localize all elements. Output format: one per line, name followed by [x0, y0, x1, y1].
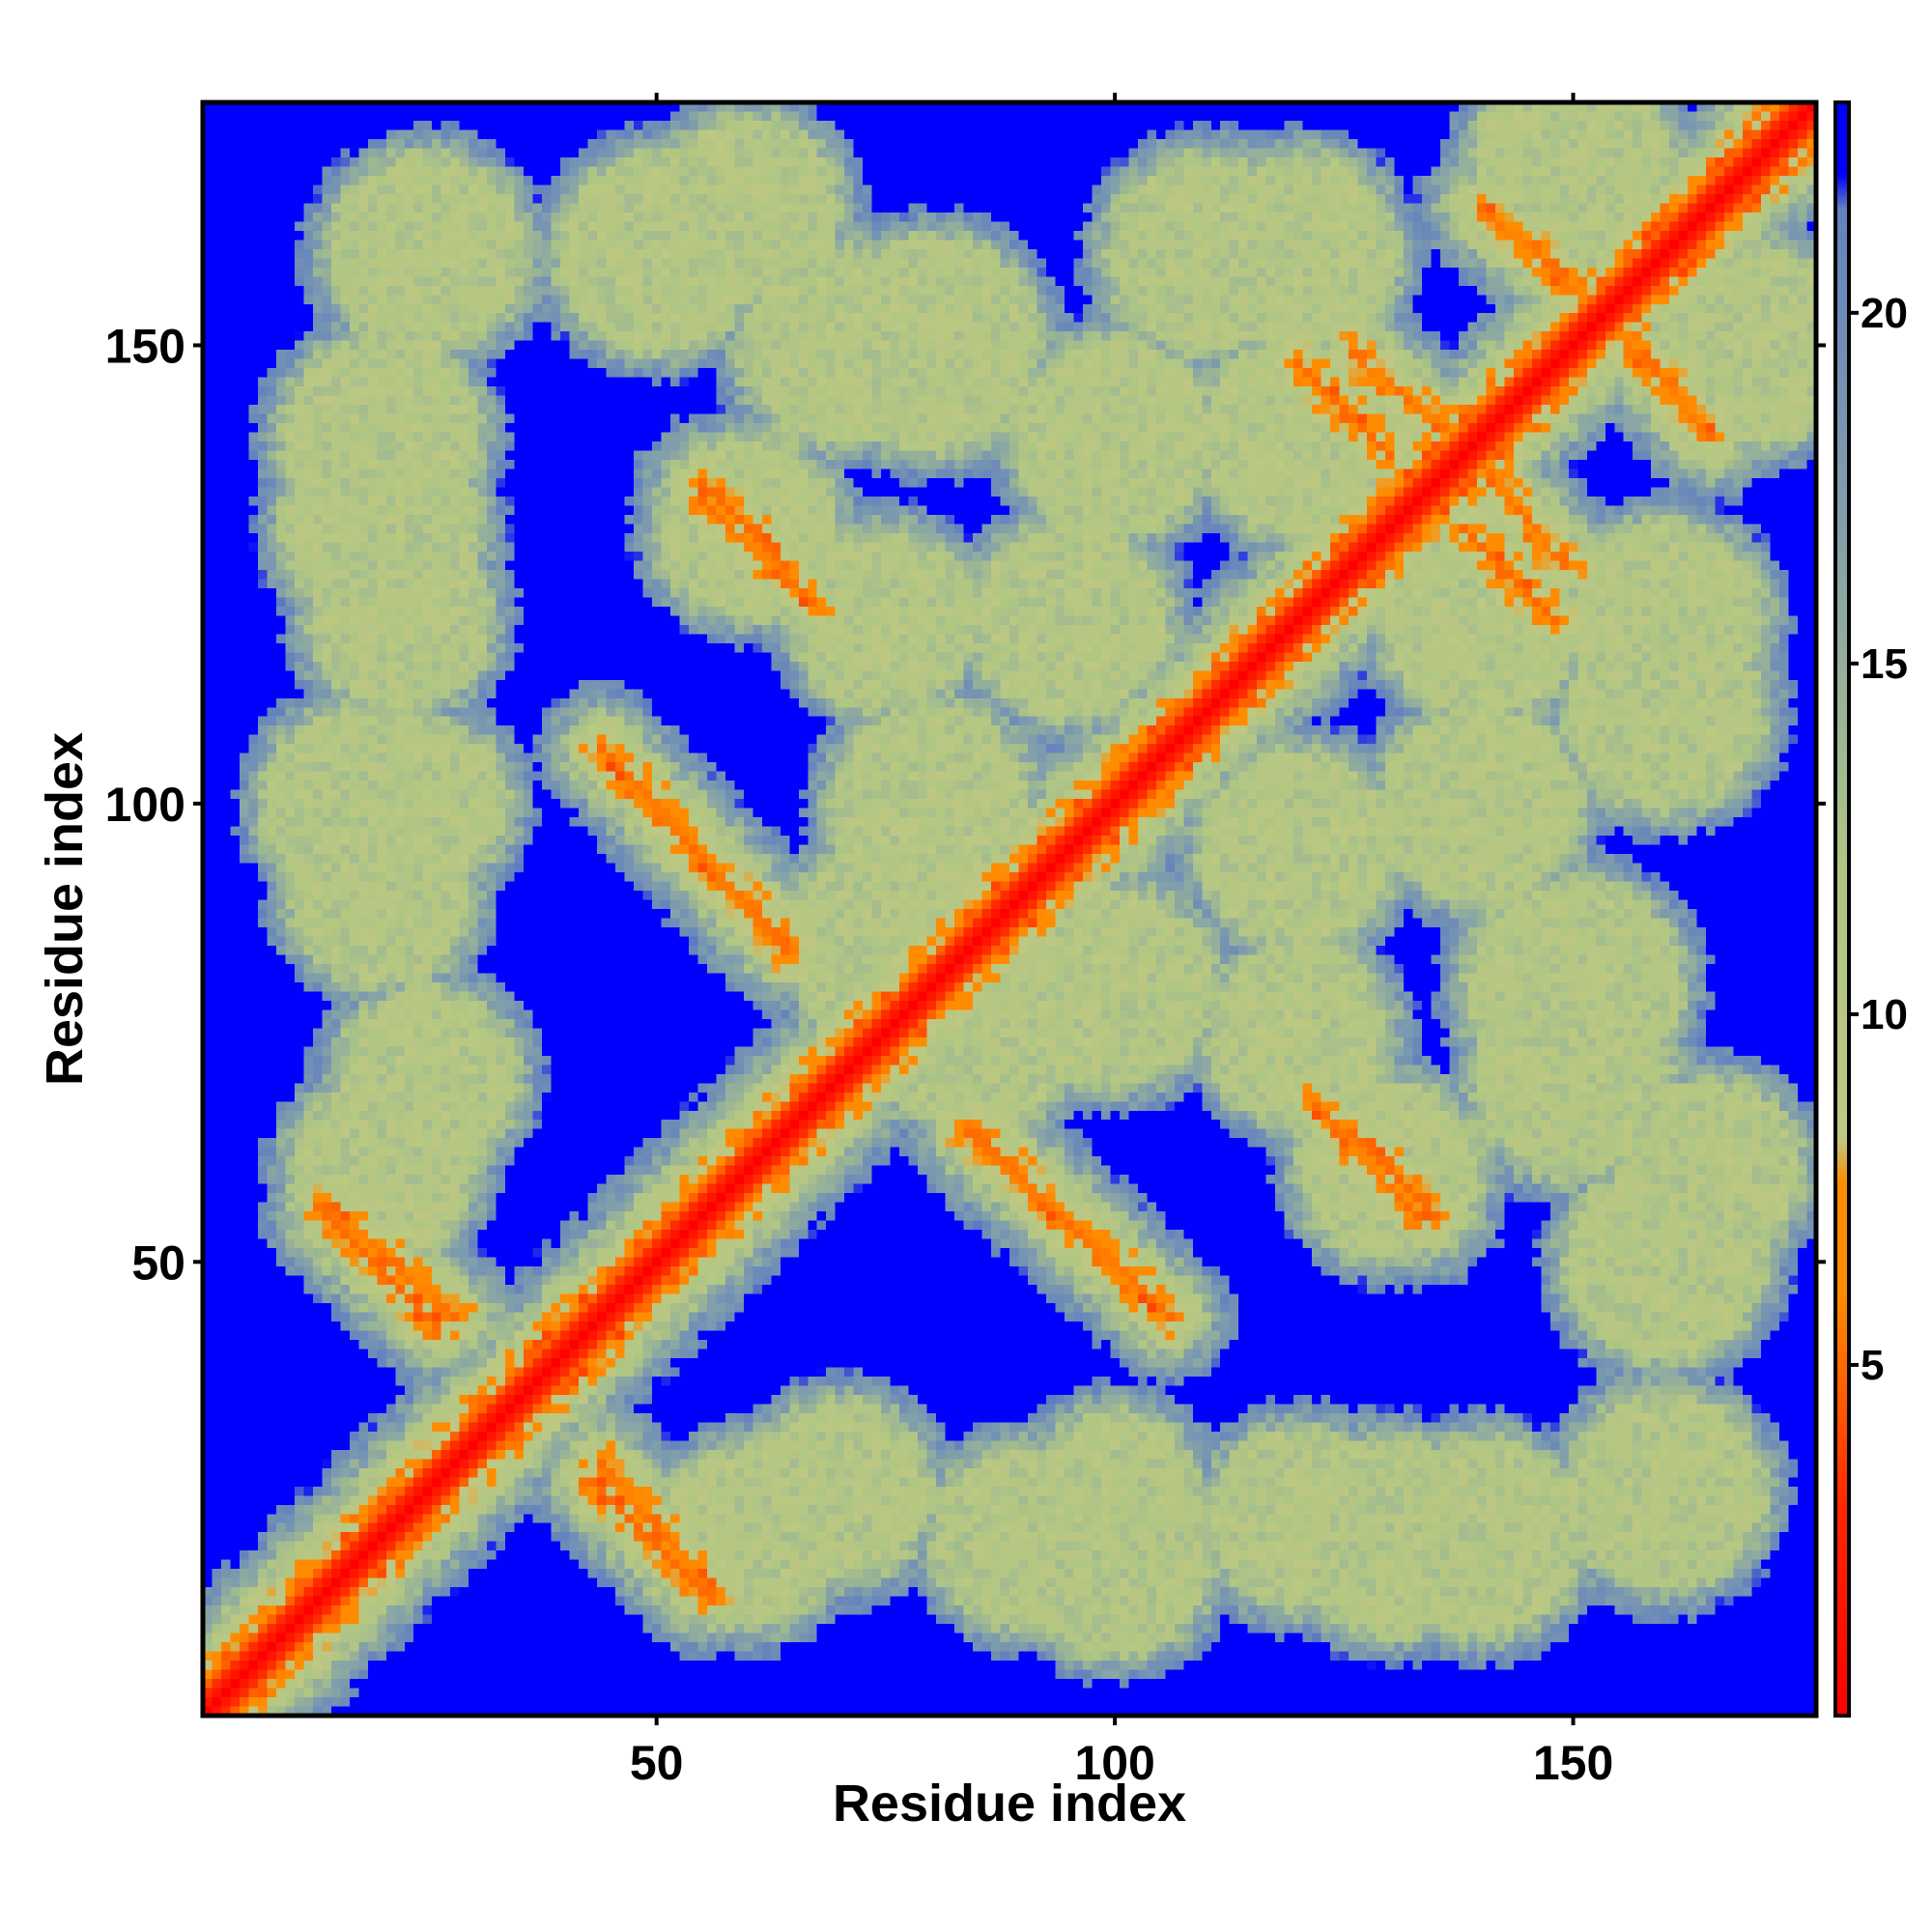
y-axis-title: Residue index — [36, 732, 94, 1086]
x-tick-label: 150 — [1533, 1736, 1613, 1790]
colorbar — [1835, 102, 1849, 1716]
colorbar-tick-label: 15 — [1861, 640, 1908, 688]
y-tick-label: 100 — [105, 778, 185, 832]
y-tick-label: 50 — [131, 1236, 185, 1290]
x-tick-label: 50 — [630, 1736, 684, 1790]
y-axis-ticks: 50 100 150 — [105, 319, 1826, 1290]
x-tick-label: 100 — [1074, 1736, 1154, 1790]
colorbar-tick-label: 10 — [1861, 991, 1908, 1038]
colorbar-tick-label: 20 — [1861, 290, 1908, 337]
contact-map-heatmap — [203, 102, 1816, 1716]
colorbar-tick-label: 5 — [1861, 1342, 1884, 1389]
colorbar-frame — [1833, 100, 1851, 1718]
x-axis-ticks: 50 100 150 — [630, 93, 1613, 1790]
colorbar-ticks: 5 10 15 20 — [1849, 290, 1908, 1389]
y-tick-label: 150 — [105, 319, 185, 373]
x-axis-title: Residue index — [833, 1775, 1186, 1833]
plot-frame — [200, 99, 1819, 1719]
